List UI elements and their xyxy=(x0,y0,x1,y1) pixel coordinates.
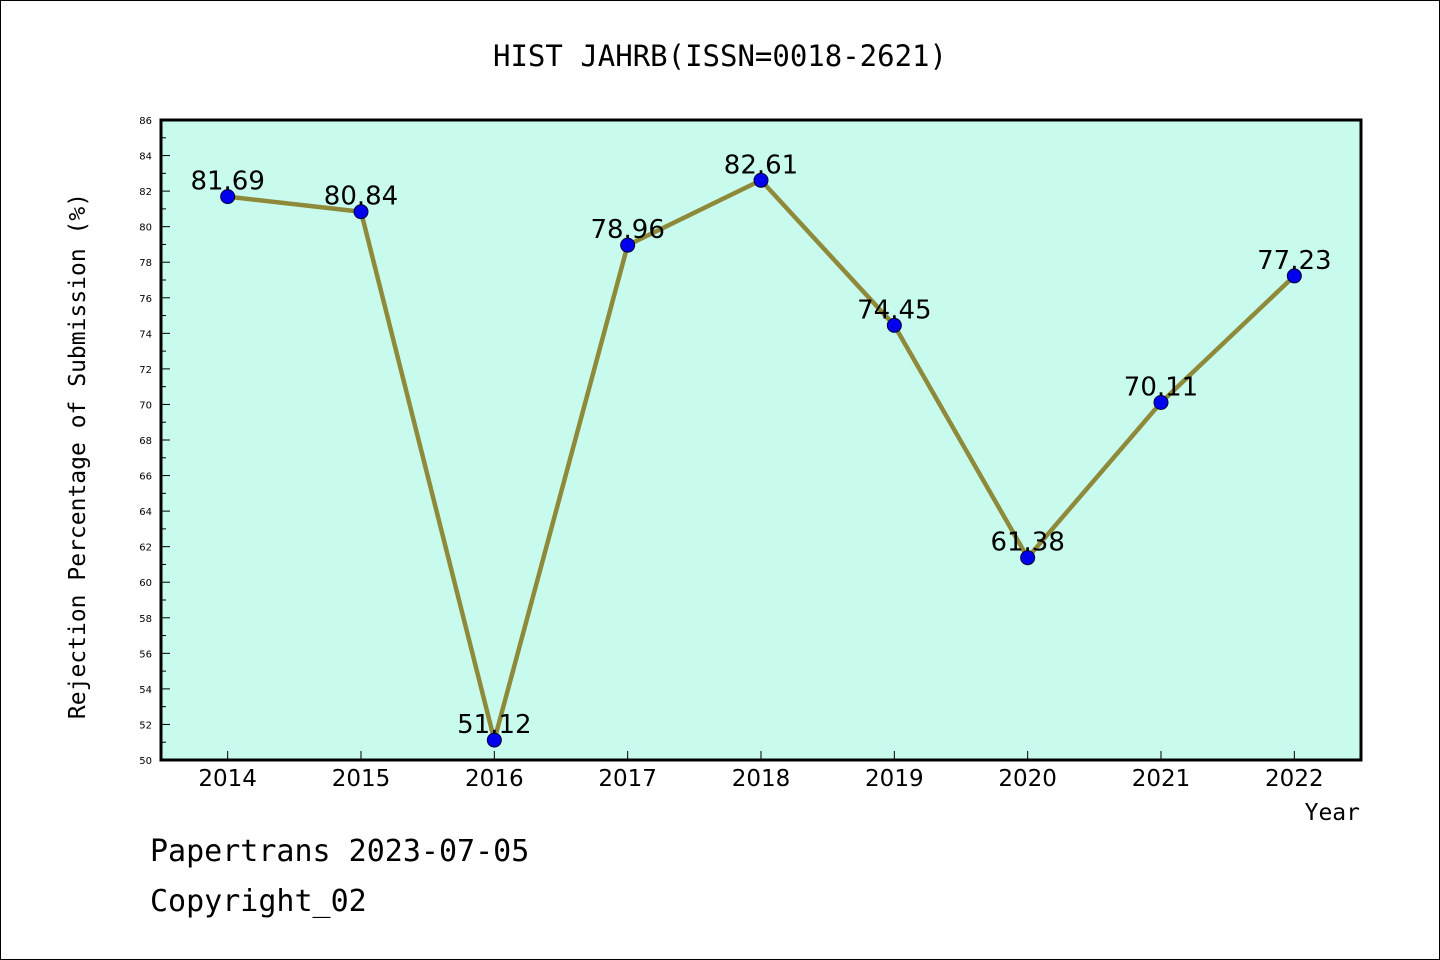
x-tick-label: 2017 xyxy=(598,766,657,792)
data-label: 77.23 xyxy=(1257,246,1331,276)
plot-area xyxy=(159,118,1363,762)
data-point xyxy=(353,204,369,220)
data-point xyxy=(620,237,636,253)
y-tick-label: 66 xyxy=(139,472,152,483)
data-point xyxy=(886,317,902,333)
y-tick-label: 70 xyxy=(139,400,152,411)
y-tick-label: 72 xyxy=(139,365,152,376)
x-tick-label: 2020 xyxy=(998,766,1057,792)
y-tick-label: 64 xyxy=(139,507,152,518)
y-tick-label: 56 xyxy=(139,649,152,660)
y-tick-label: 50 xyxy=(139,756,152,767)
data-label: 61.38 xyxy=(990,528,1064,558)
data-label: 82.61 xyxy=(724,150,798,180)
y-tick-label: 60 xyxy=(139,578,152,589)
x-tick-label: 2016 xyxy=(465,766,524,792)
y-tick-label: 52 xyxy=(139,720,152,731)
data-point xyxy=(486,732,502,748)
footer-copyright: Copyright_02 xyxy=(150,884,367,919)
data-label: 78.96 xyxy=(590,215,664,245)
x-axis-label: Year xyxy=(1305,800,1360,826)
data-point xyxy=(753,172,769,188)
data-label: 81.69 xyxy=(190,167,264,197)
data-label: 70.11 xyxy=(1124,372,1198,402)
x-tick-label: 2019 xyxy=(865,766,924,792)
chart-title: HIST JAHRB(ISSN=0018-2621) xyxy=(493,39,947,73)
x-tick-label: 2021 xyxy=(1132,766,1191,792)
data-point xyxy=(1153,394,1169,410)
y-tick-label: 68 xyxy=(139,436,152,447)
data-point xyxy=(1286,268,1302,284)
y-tick-label: 58 xyxy=(139,614,152,625)
x-tick-label: 2018 xyxy=(732,766,791,792)
y-tick-label: 62 xyxy=(139,543,152,554)
y-tick-label: 54 xyxy=(139,685,152,696)
y-tick-label: 84 xyxy=(139,152,152,163)
footer-date: Papertrans 2023-07-05 xyxy=(150,834,530,869)
x-axis: 2014 2015 2016 2017 2018 2019 2020 2021 2022 xyxy=(198,751,1324,792)
x-tick-label: 2022 xyxy=(1265,766,1324,792)
y-tick-label: 76 xyxy=(139,294,152,305)
y-axis-label: Rejection Percentage of Submission (%) xyxy=(65,193,91,719)
y-tick-label: 74 xyxy=(139,329,152,340)
x-tick-label: 2014 xyxy=(198,766,257,792)
y-tick-label: 86 xyxy=(139,116,152,127)
data-label: 80.84 xyxy=(324,182,398,212)
y-tick-label: 80 xyxy=(139,223,152,234)
y-tick-label: 78 xyxy=(139,258,152,269)
data-point xyxy=(1020,550,1036,566)
data-label: 51.12 xyxy=(457,710,531,740)
data-point xyxy=(220,189,236,205)
y-axis: 50 52 54 56 58 60 62 64 66 68 70 72 74 76 78 80 82 84 86 xyxy=(139,116,170,767)
series-line-group: 81.69 80.84 51.12 78.96 82.61 74.45 61.38 70.11… xyxy=(190,150,1332,748)
y-tick-label: 82 xyxy=(139,187,152,198)
data-label: 74.45 xyxy=(857,295,931,325)
x-tick-label: 2015 xyxy=(332,766,391,792)
